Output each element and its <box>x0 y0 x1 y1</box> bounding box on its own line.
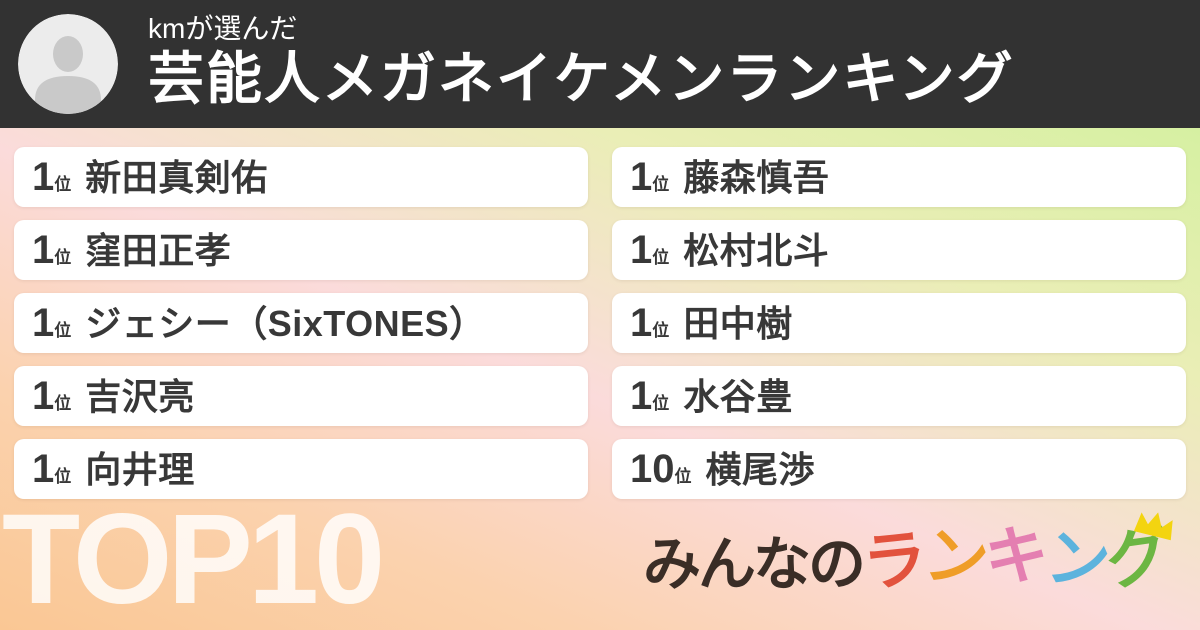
ranking-column-right: 1位 藤森慎吾 1位 松村北斗 1位 田中樹 1位 水谷豊 10位 横尾渉 <box>612 147 1186 499</box>
rank-number: 1 <box>32 301 55 345</box>
byline: kmが選んだ <box>148 13 298 44</box>
ranking-item[interactable]: 1位 吉沢亮 <box>14 366 588 426</box>
ranked-name: 吉沢亮 <box>85 376 195 417</box>
rank-suffix: 位 <box>674 467 692 486</box>
ranking-item[interactable]: 1位 窪田正孝 <box>14 220 588 280</box>
ranking-item[interactable]: 1位 ジェシー（SixTONES） <box>14 293 588 353</box>
ranked-name: 横尾渉 <box>705 449 816 490</box>
rank-suffix: 位 <box>54 248 72 267</box>
header: kmが選んだ 芸能人メガネイケメンランキング <box>0 0 1200 128</box>
rank-suffix: 位 <box>652 394 670 413</box>
avatar <box>18 14 118 114</box>
ranked-name: 田中樹 <box>683 303 793 344</box>
logo-char: ン <box>1042 521 1111 600</box>
rank-number: 1 <box>32 155 55 199</box>
ranking-item[interactable]: 1位 新田真剣佑 <box>14 147 588 207</box>
ranked-name: 藤森慎吾 <box>683 157 830 198</box>
ranking-column-left: 1位 新田真剣佑 1位 窪田正孝 1位 ジェシー（SixTONES） 1位 吉沢亮 1位… <box>14 147 588 499</box>
logo-char: キ <box>982 517 1049 595</box>
ranking-item[interactable]: 1位 藤森慎吾 <box>612 147 1186 207</box>
logo-char: ラ <box>859 522 928 600</box>
ranked-name: 松村北斗 <box>683 230 830 271</box>
rank-number: 1 <box>32 228 55 272</box>
rank-suffix: 位 <box>652 321 670 340</box>
site-logo[interactable]: み ん な の ラ ン キ ン グ <box>642 512 1173 614</box>
rank-number: 1 <box>32 374 55 418</box>
top10-label: TOP10 <box>2 488 385 630</box>
rank-number: 1 <box>630 374 653 418</box>
ranked-name: 新田真剣佑 <box>85 157 268 198</box>
logo-char: ん <box>697 532 756 597</box>
logo-char: な <box>752 532 811 597</box>
rank-number: 10 <box>630 447 675 491</box>
rank-number: 1 <box>630 228 653 272</box>
crown-icon <box>1131 505 1179 544</box>
header-text: kmが選んだ 芸能人メガネイケメンランキング <box>148 12 1015 109</box>
ranking-item[interactable]: 1位 向井理 <box>14 439 588 499</box>
logo-char: み <box>642 532 701 597</box>
rank-number: 1 <box>630 155 653 199</box>
logo-char: ン <box>920 518 990 598</box>
rank-number: 1 <box>32 447 55 491</box>
ranked-name: 窪田正孝 <box>85 230 232 271</box>
logo-char: の <box>807 532 866 597</box>
ranked-name: ジェシー（SixTONES） <box>85 303 486 344</box>
rank-suffix: 位 <box>54 467 72 486</box>
ranking-grid: 1位 新田真剣佑 1位 窪田正孝 1位 ジェシー（SixTONES） 1位 吉沢亮 1位… <box>14 147 1186 499</box>
rank-number: 1 <box>630 301 653 345</box>
ranking-item[interactable]: 10位 横尾渉 <box>612 439 1186 499</box>
ranked-name: 水谷豊 <box>683 376 793 417</box>
rank-suffix: 位 <box>652 248 670 267</box>
ranked-name: 向井理 <box>85 449 195 490</box>
person-icon <box>18 14 118 114</box>
rank-suffix: 位 <box>54 175 72 194</box>
rank-suffix: 位 <box>54 394 72 413</box>
rank-suffix: 位 <box>652 175 670 194</box>
ranking-item[interactable]: 1位 水谷豊 <box>612 366 1186 426</box>
ranking-item[interactable]: 1位 松村北斗 <box>612 220 1186 280</box>
ranking-item[interactable]: 1位 田中樹 <box>612 293 1186 353</box>
rank-suffix: 位 <box>54 321 72 340</box>
page-title: 芸能人メガネイケメンランキング <box>148 46 1015 110</box>
